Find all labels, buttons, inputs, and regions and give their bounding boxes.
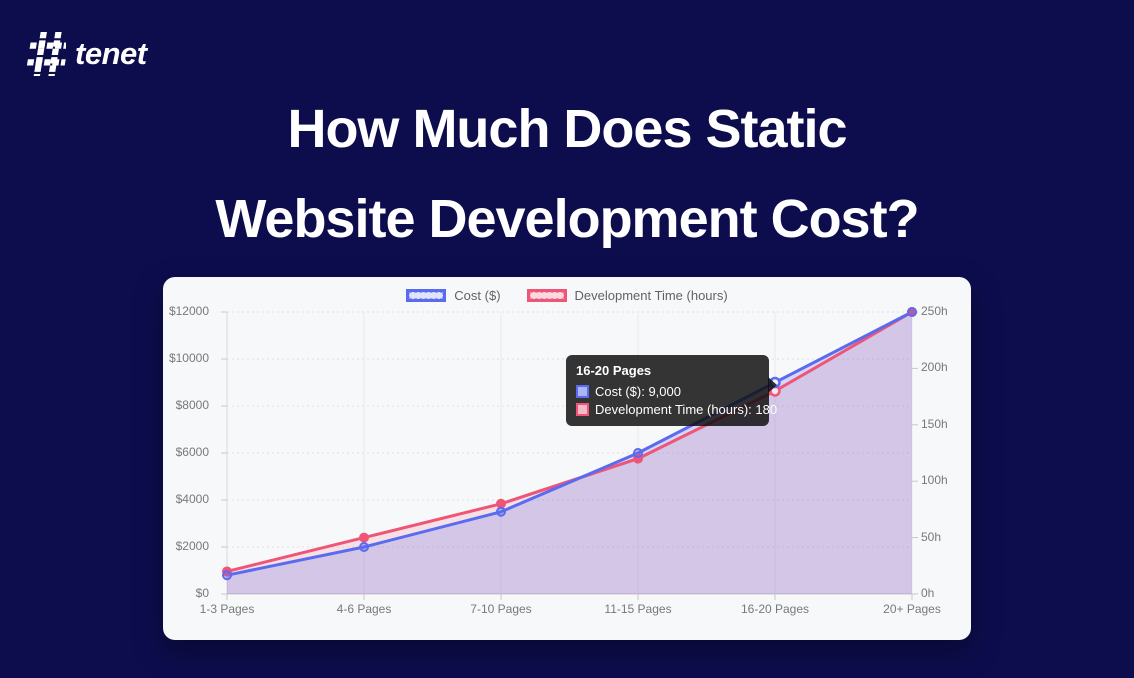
y-right-tick-label: 50h — [921, 529, 942, 544]
legend-swatch — [526, 288, 567, 302]
tooltip-row-cost: Cost ($): 9,000 — [576, 384, 759, 399]
x-tick-label: 11-15 Pages — [604, 602, 672, 616]
point-cost-3[interactable] — [633, 448, 643, 458]
y-left-tick-label: $6000 — [175, 445, 209, 459]
chart-card: Cost ($) Development Time (hours) $0 $2000… — [163, 277, 971, 640]
y-right-tick-label: 150h — [921, 416, 948, 431]
y-right-tick-label: 250h — [921, 304, 948, 318]
y-left-tick-label: $8000 — [175, 398, 209, 412]
legend-label: Cost ($) — [454, 287, 501, 303]
x-tick-label: 16-20 Pages — [740, 602, 810, 616]
point-cost-5[interactable] — [907, 307, 917, 317]
x-tick-label: 4-6 Pages — [336, 602, 392, 616]
point-time-2[interactable] — [496, 498, 506, 509]
tooltip-caret-icon — [768, 377, 777, 393]
x-tick-label: 20+ Pages — [883, 602, 941, 616]
point-cost-0[interactable] — [222, 570, 232, 581]
tooltip-swatch-time — [576, 403, 589, 416]
x-tick-label: 7-10 Pages — [470, 602, 532, 616]
legend-item-cost[interactable]: Cost ($) — [406, 287, 501, 303]
x-tick-label: 1-3 Pages — [199, 602, 255, 616]
y-right-tick-label: 0h — [921, 586, 935, 600]
y-left-tick-label: $0 — [195, 586, 209, 600]
chart-canvas[interactable] — [221, 307, 918, 600]
legend-swatch — [406, 288, 447, 302]
y-axis-right: 0h 50h 100h 150h 200h 250h — [921, 304, 971, 600]
y-axis-left: $0 $2000 $4000 $6000 $8000 $10000 $12000 — [163, 304, 218, 600]
point-cost-1[interactable] — [359, 542, 369, 552]
y-left-tick-label: $10000 — [168, 351, 209, 365]
y-left-tick-label: $2000 — [175, 539, 209, 553]
chart-legend: Cost ($) Development Time (hours) — [163, 286, 971, 304]
tenet-logo-icon — [26, 31, 66, 77]
chart-tooltip: 16-20 Pages Cost ($): 9,000 Development … — [566, 355, 777, 426]
y-left-tick-label: $4000 — [175, 492, 209, 506]
point-cost-2[interactable] — [496, 506, 506, 517]
title-line-2: Website Development Cost? — [215, 189, 919, 249]
legend-label: Development Time (hours) — [574, 287, 728, 303]
line-cost[interactable] — [225, 310, 914, 577]
page-title: How Much Does Static Website Development… — [0, 84, 1134, 264]
tooltip-title: 16-20 Pages — [576, 363, 652, 378]
brand-logo: tenet — [24, 30, 147, 78]
tooltip-label-cost: Cost ($): 9,000 — [595, 384, 681, 399]
point-time-1[interactable] — [359, 532, 369, 543]
y-right-tick-label: 200h — [921, 360, 948, 375]
tooltip-swatch-cost — [576, 385, 589, 398]
tooltip-label-time: Development Time (hours): 180 — [595, 402, 778, 417]
y-right-tick-label: 100h — [921, 473, 948, 488]
x-axis-labels: 1-3 Pages 4-6 Pages 7-10 Pages 11-15 Pages 1… — [200, 602, 941, 622]
tooltip-row-time: Development Time (hours): 180 — [576, 402, 777, 417]
area-fill-cost — [227, 312, 912, 594]
area-fill-time — [227, 312, 912, 594]
y-left-tick-label: $12000 — [168, 304, 209, 318]
chart-plot-area[interactable] — [221, 307, 918, 600]
title-line-1: How Much Does Static — [287, 99, 847, 159]
brand-name: tenet — [75, 36, 147, 71]
legend-item-time[interactable]: Development Time (hours) — [526, 287, 728, 303]
